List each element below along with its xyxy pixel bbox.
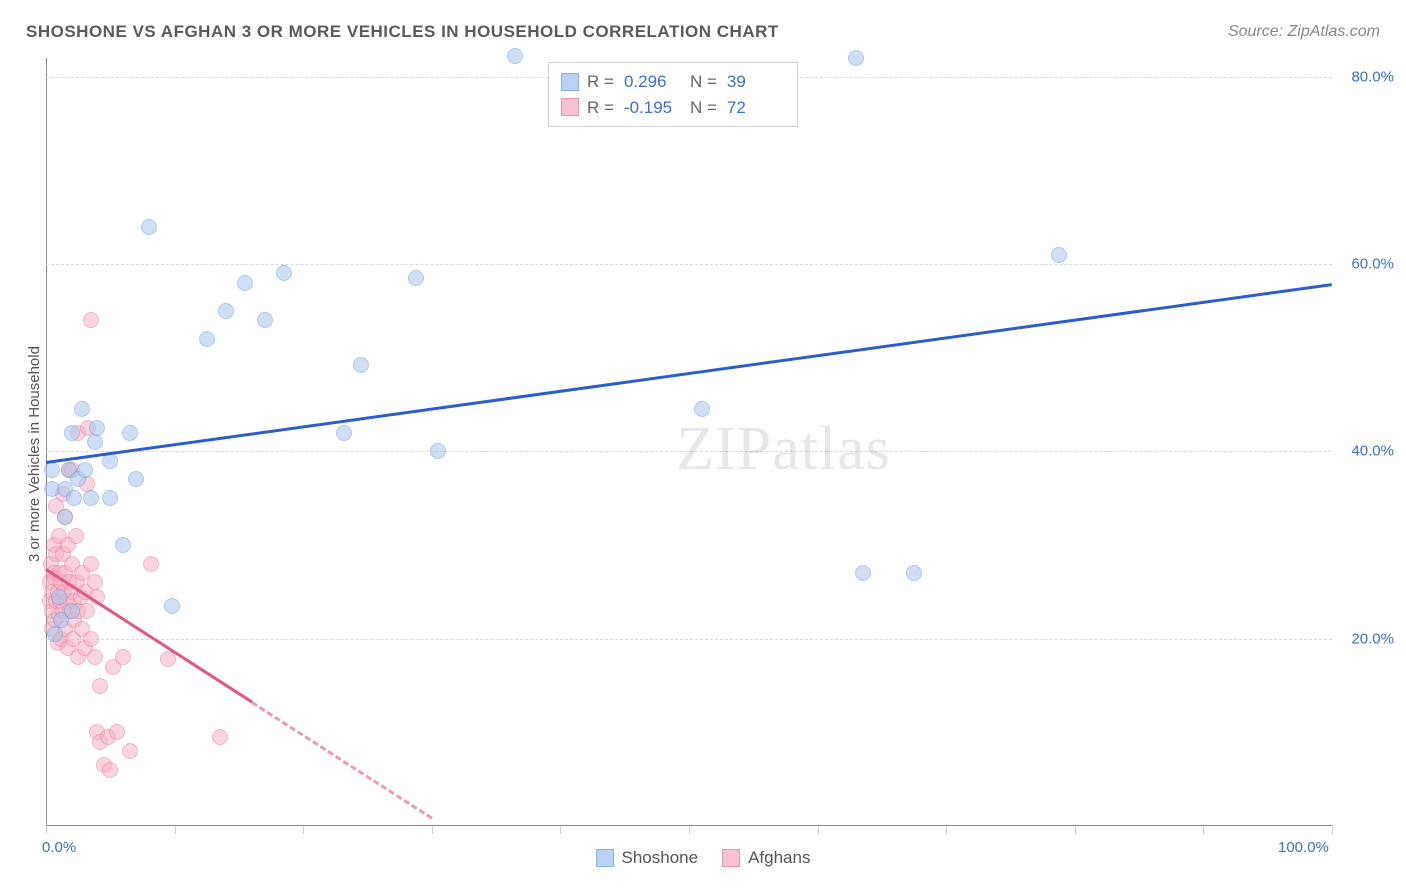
gridline xyxy=(46,451,1332,452)
x-tick xyxy=(303,826,304,834)
legend-swatch xyxy=(561,98,579,116)
data-point xyxy=(848,50,864,66)
data-point xyxy=(115,537,131,553)
x-tick xyxy=(1075,826,1076,834)
data-point xyxy=(336,425,352,441)
legend-swatch xyxy=(561,73,579,91)
data-point xyxy=(507,48,523,64)
trend-line xyxy=(251,701,433,819)
series-legend: Shoshone Afghans xyxy=(596,848,811,868)
x-tick xyxy=(432,826,433,834)
data-point xyxy=(122,425,138,441)
x-tick-label: 0.0% xyxy=(42,839,76,856)
y-axis-line xyxy=(46,58,47,826)
data-point xyxy=(143,556,159,572)
data-point xyxy=(79,603,95,619)
legend-n-value: 39 xyxy=(727,69,785,95)
trend-line xyxy=(46,283,1332,464)
data-point xyxy=(68,528,84,544)
data-point xyxy=(257,312,273,328)
chart-title: SHOSHONE VS AFGHAN 3 OR MORE VEHICLES IN… xyxy=(26,22,779,42)
legend-swatch xyxy=(722,849,740,867)
legend-r-label: R = xyxy=(587,95,614,121)
data-point xyxy=(74,401,90,417)
x-tick xyxy=(46,826,47,834)
data-point xyxy=(64,603,80,619)
data-point xyxy=(212,729,228,745)
data-point xyxy=(122,743,138,759)
data-point xyxy=(276,265,292,281)
source-attribution: Source: ZipAtlas.com xyxy=(1228,23,1380,41)
legend-n-label: N = xyxy=(690,95,717,121)
legend-series-name: Afghans xyxy=(748,848,810,868)
x-tick xyxy=(946,826,947,834)
legend-n-value: 72 xyxy=(727,95,785,121)
data-point xyxy=(87,649,103,665)
data-point xyxy=(694,401,710,417)
data-point xyxy=(408,270,424,286)
legend-series-name: Shoshone xyxy=(622,848,699,868)
data-point xyxy=(92,678,108,694)
legend-item: Afghans xyxy=(722,848,810,868)
data-point xyxy=(89,420,105,436)
data-point xyxy=(51,589,67,605)
data-point xyxy=(47,626,63,642)
data-point xyxy=(102,490,118,506)
x-tick xyxy=(560,826,561,834)
y-axis-label: 3 or more Vehicles in Household xyxy=(26,346,43,562)
correlation-legend: R = 0.296 N = 39R = -0.195 N = 72 xyxy=(548,62,798,127)
x-tick xyxy=(689,826,690,834)
data-point xyxy=(237,275,253,291)
legend-r-label: R = xyxy=(587,69,614,95)
data-point xyxy=(57,509,73,525)
data-point xyxy=(83,312,99,328)
data-point xyxy=(218,303,234,319)
legend-swatch xyxy=(596,849,614,867)
x-tick-label: 100.0% xyxy=(1278,839,1329,856)
legend-r-value: -0.195 xyxy=(624,95,682,121)
gridline xyxy=(46,264,1332,265)
gridline xyxy=(46,639,1332,640)
y-tick-label: 80.0% xyxy=(1351,68,1394,85)
data-point xyxy=(115,649,131,665)
data-point xyxy=(64,425,80,441)
data-point xyxy=(1051,247,1067,263)
legend-n-label: N = xyxy=(690,69,717,95)
data-point xyxy=(199,331,215,347)
data-point xyxy=(102,762,118,778)
data-point xyxy=(66,490,82,506)
legend-item: Shoshone xyxy=(596,848,699,868)
legend-row: R = 0.296 N = 39 xyxy=(561,69,785,95)
data-point xyxy=(141,219,157,235)
legend-row: R = -0.195 N = 72 xyxy=(561,95,785,121)
data-point xyxy=(44,462,60,478)
legend-r-value: 0.296 xyxy=(624,69,682,95)
y-tick-label: 20.0% xyxy=(1351,630,1394,647)
data-point xyxy=(77,462,93,478)
data-point xyxy=(164,598,180,614)
data-point xyxy=(353,357,369,373)
x-tick xyxy=(818,826,819,834)
y-tick-label: 40.0% xyxy=(1351,443,1394,460)
data-point xyxy=(906,565,922,581)
x-tick xyxy=(1332,826,1333,834)
data-point xyxy=(128,471,144,487)
y-tick-label: 60.0% xyxy=(1351,256,1394,273)
x-tick xyxy=(175,826,176,834)
data-point xyxy=(109,724,125,740)
data-point xyxy=(83,556,99,572)
data-point xyxy=(83,631,99,647)
data-point xyxy=(83,490,99,506)
header: SHOSHONE VS AFGHAN 3 OR MORE VEHICLES IN… xyxy=(26,22,1380,42)
data-point xyxy=(87,434,103,450)
scatter-plot: 20.0%40.0%60.0%80.0%0.0%100.0% xyxy=(46,58,1332,826)
x-tick xyxy=(1203,826,1204,834)
data-point xyxy=(430,443,446,459)
data-point xyxy=(855,565,871,581)
